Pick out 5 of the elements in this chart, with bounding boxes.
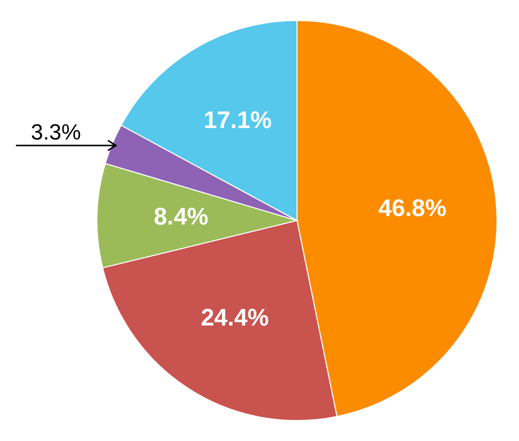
data-label: 3.3% (30, 119, 81, 144)
data-label: 46.8% (378, 194, 446, 222)
data-label: 8.4% (154, 204, 208, 231)
data-label: 24.4% (200, 304, 269, 332)
data-label: 17.1% (204, 106, 272, 134)
